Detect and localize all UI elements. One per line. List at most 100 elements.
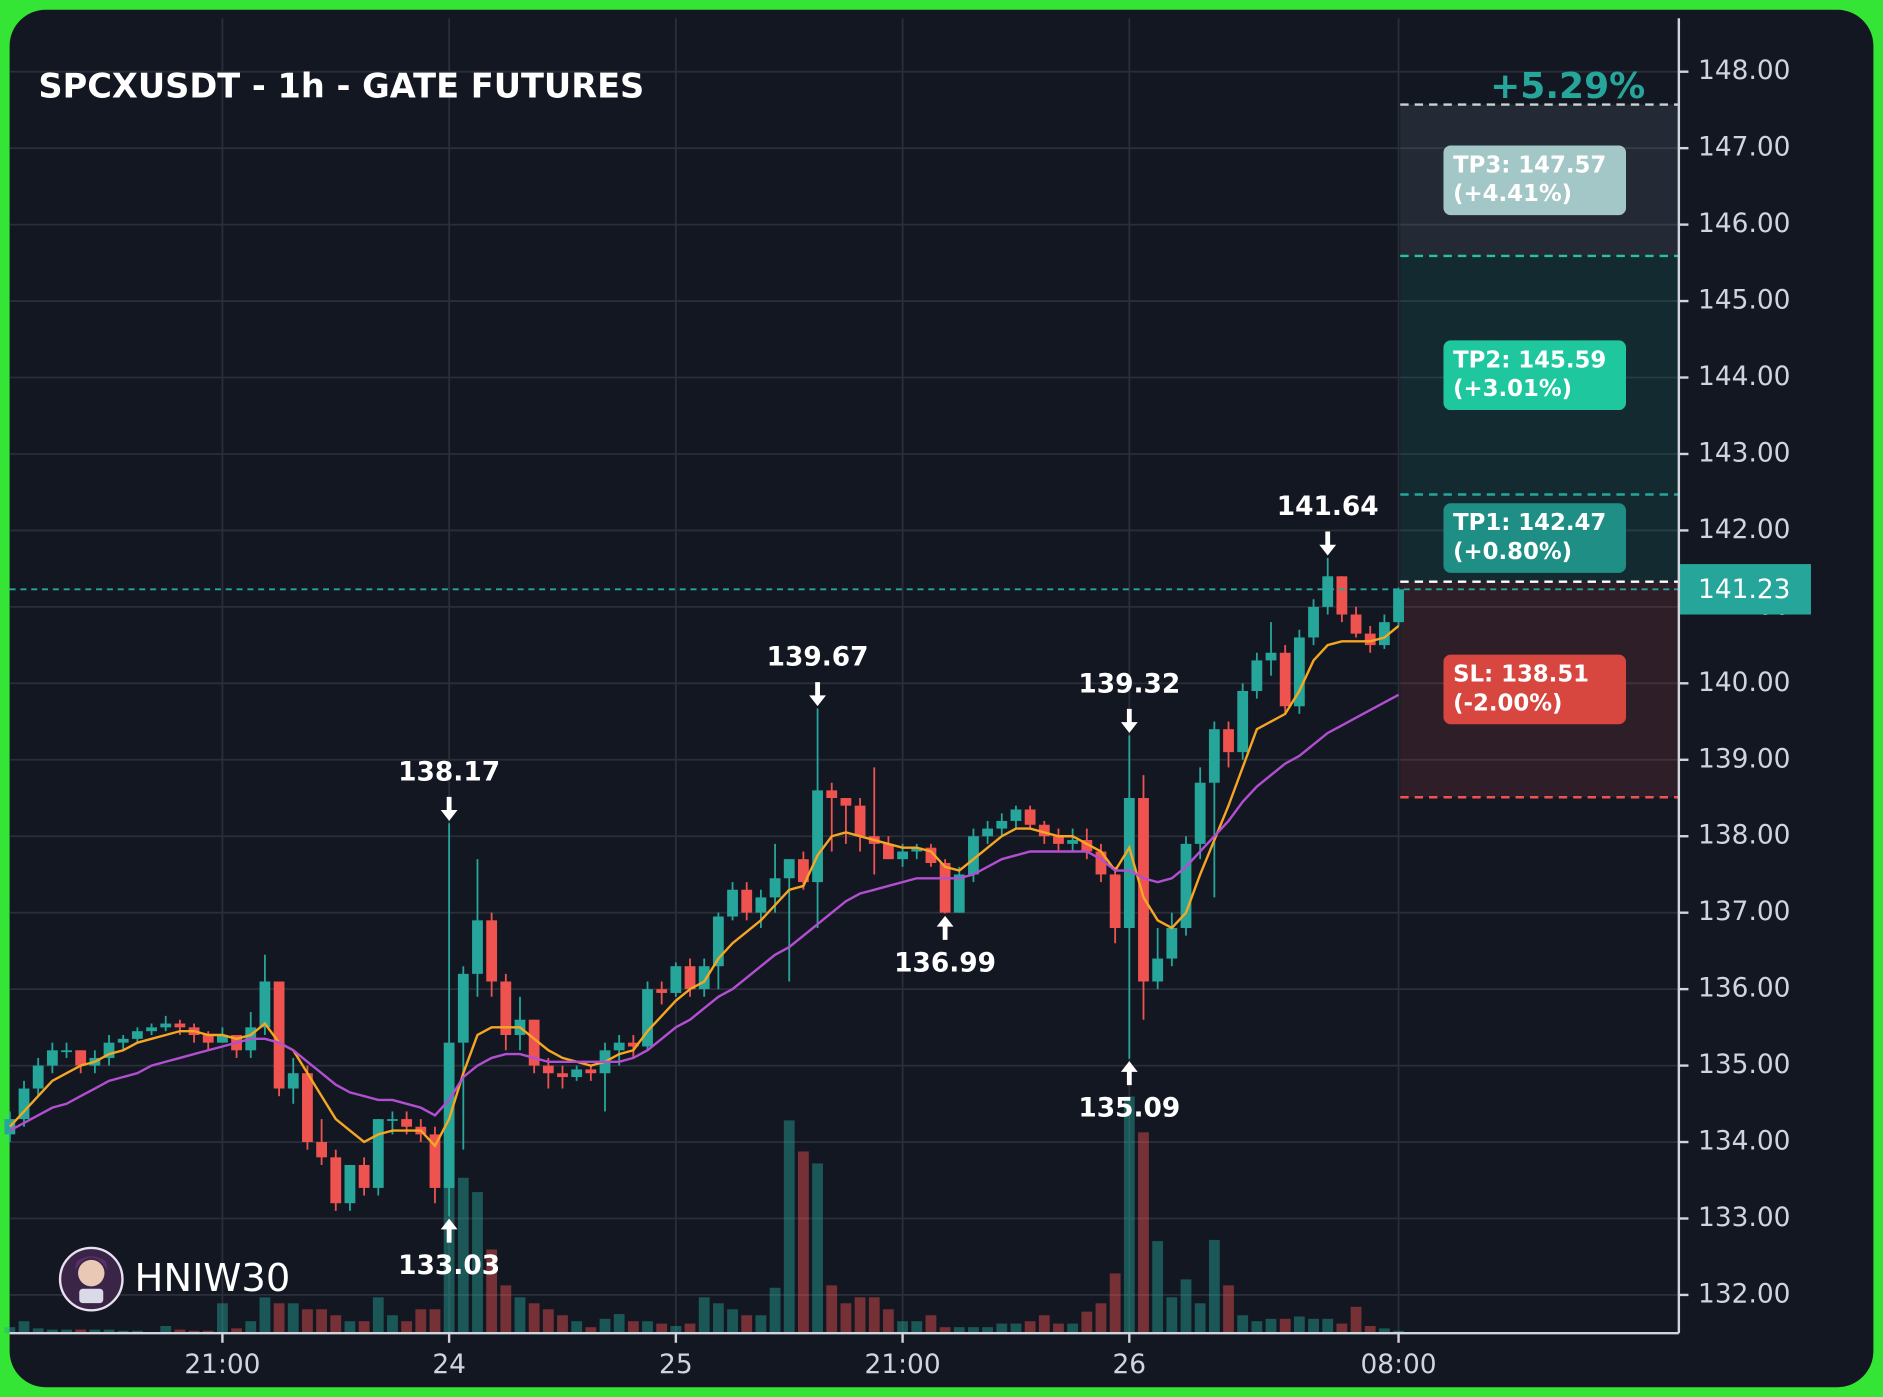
volume-bar xyxy=(330,1315,342,1334)
x-tick-label: 24 xyxy=(432,1349,466,1380)
candle-body xyxy=(302,1073,313,1143)
annotation-arrow xyxy=(440,1218,458,1243)
candle-body xyxy=(1265,652,1277,661)
volume-bar xyxy=(245,1321,257,1334)
volume-bar xyxy=(712,1303,724,1334)
candle-body xyxy=(217,1035,228,1043)
volume-bar xyxy=(1223,1285,1234,1334)
annotation-arrow xyxy=(440,796,458,821)
x-tick-label: 08:00 xyxy=(1361,1349,1437,1380)
volume-bar xyxy=(231,1328,242,1334)
volume-bar xyxy=(911,1321,923,1334)
y-tick-label: 142.00 xyxy=(1698,514,1790,545)
y-tick-label: 134.00 xyxy=(1698,1126,1790,1157)
volume-bar xyxy=(1293,1316,1305,1334)
chart-title: SPCXUSDT - 1h - GATE FUTURES xyxy=(38,66,644,105)
overlay-layer: 132.00 133.00 134.00 135.00 136.00 137.00 138.… xyxy=(9,55,1811,1380)
volume-bar xyxy=(812,1163,823,1334)
volume-bar xyxy=(32,1328,44,1334)
volume-bar xyxy=(75,1329,87,1334)
candle-body xyxy=(500,981,512,1036)
volume-bar xyxy=(684,1323,696,1334)
volume-layer xyxy=(4,1096,1404,1334)
candle-body xyxy=(273,981,285,1089)
candle-body xyxy=(812,790,823,883)
volume-bar xyxy=(797,1151,809,1334)
volume-bar xyxy=(1322,1318,1334,1334)
volume-bar xyxy=(1364,1325,1376,1334)
candle-body xyxy=(911,847,923,852)
candle-body xyxy=(174,1023,186,1028)
overlay-line xyxy=(8,625,1400,1148)
candle-body xyxy=(1067,840,1079,844)
volume-bar xyxy=(429,1309,441,1334)
volume-bar xyxy=(613,1314,625,1334)
candle-body xyxy=(854,805,866,837)
candle-body xyxy=(684,966,696,990)
candle-body xyxy=(613,1042,625,1051)
volume-bar xyxy=(1265,1318,1277,1334)
candle-body xyxy=(131,1031,143,1039)
candle-body xyxy=(953,874,965,913)
high-label: 139.32 xyxy=(1078,668,1180,699)
candle-body xyxy=(457,973,469,1043)
volume-bar xyxy=(1350,1306,1362,1334)
y-tick-label: 145.00 xyxy=(1698,285,1790,316)
volume-bar xyxy=(89,1329,101,1334)
volume-bar xyxy=(372,1297,384,1334)
volume-bar xyxy=(1109,1273,1121,1334)
candle-body xyxy=(1081,840,1093,852)
zone-layer xyxy=(1400,104,1679,798)
volume-bar xyxy=(61,1329,72,1334)
level-change: (+0.80%) xyxy=(1453,539,1572,565)
volume-bar xyxy=(826,1285,838,1334)
candle-body xyxy=(968,836,979,875)
candle-body xyxy=(1123,798,1135,928)
candle-body xyxy=(712,916,724,967)
high-label: 138.17 xyxy=(398,756,500,787)
candle-body xyxy=(75,1050,87,1066)
candle-body xyxy=(939,862,951,913)
volume-bar xyxy=(1166,1297,1178,1334)
y-tick-label: 136.00 xyxy=(1698,973,1790,1004)
high-label: 139.67 xyxy=(767,642,869,673)
level-label-box xyxy=(1443,340,1627,411)
last-price-label: 141.23 xyxy=(1698,574,1790,605)
volume-bar xyxy=(160,1325,172,1334)
volume-bar xyxy=(741,1315,753,1334)
candle-body xyxy=(1208,729,1220,783)
volume-bar xyxy=(1378,1328,1390,1334)
candle-body xyxy=(783,859,795,879)
volume-bar xyxy=(982,1327,994,1334)
volume-bar xyxy=(472,1192,483,1334)
volume-bar xyxy=(1038,1315,1050,1334)
candle-body xyxy=(259,981,271,1028)
volume-bar xyxy=(486,1249,498,1334)
volume-bar xyxy=(1251,1321,1263,1334)
level-label-box xyxy=(1443,145,1627,216)
candle-body xyxy=(372,1119,384,1188)
volume-bar xyxy=(514,1297,526,1334)
x-tick-label: 21:00 xyxy=(184,1349,260,1380)
x-tick-label: 26 xyxy=(1113,1349,1147,1380)
y-tick-label: 132.00 xyxy=(1698,1278,1790,1309)
volume-bar xyxy=(925,1315,937,1334)
volume-bar xyxy=(840,1303,852,1334)
y-tick-label: 135.00 xyxy=(1698,1049,1790,1080)
volume-bar xyxy=(1010,1323,1022,1334)
candle-body xyxy=(528,1019,540,1066)
level-label: TP1: 142.47 xyxy=(1453,510,1606,536)
watermark-avatar xyxy=(58,1246,124,1312)
candle-body xyxy=(117,1038,129,1043)
candle-body xyxy=(925,847,937,863)
total-change: +5.29% xyxy=(1490,66,1645,107)
candle-body xyxy=(727,889,738,917)
candle-body xyxy=(1138,798,1149,982)
candle-body xyxy=(4,1119,16,1135)
volume-bar xyxy=(1123,1096,1135,1334)
candle-body xyxy=(1166,927,1178,959)
candle-body xyxy=(1223,729,1234,753)
candle-body xyxy=(883,843,894,860)
candle-body xyxy=(1180,843,1192,928)
candle-body xyxy=(146,1027,157,1032)
